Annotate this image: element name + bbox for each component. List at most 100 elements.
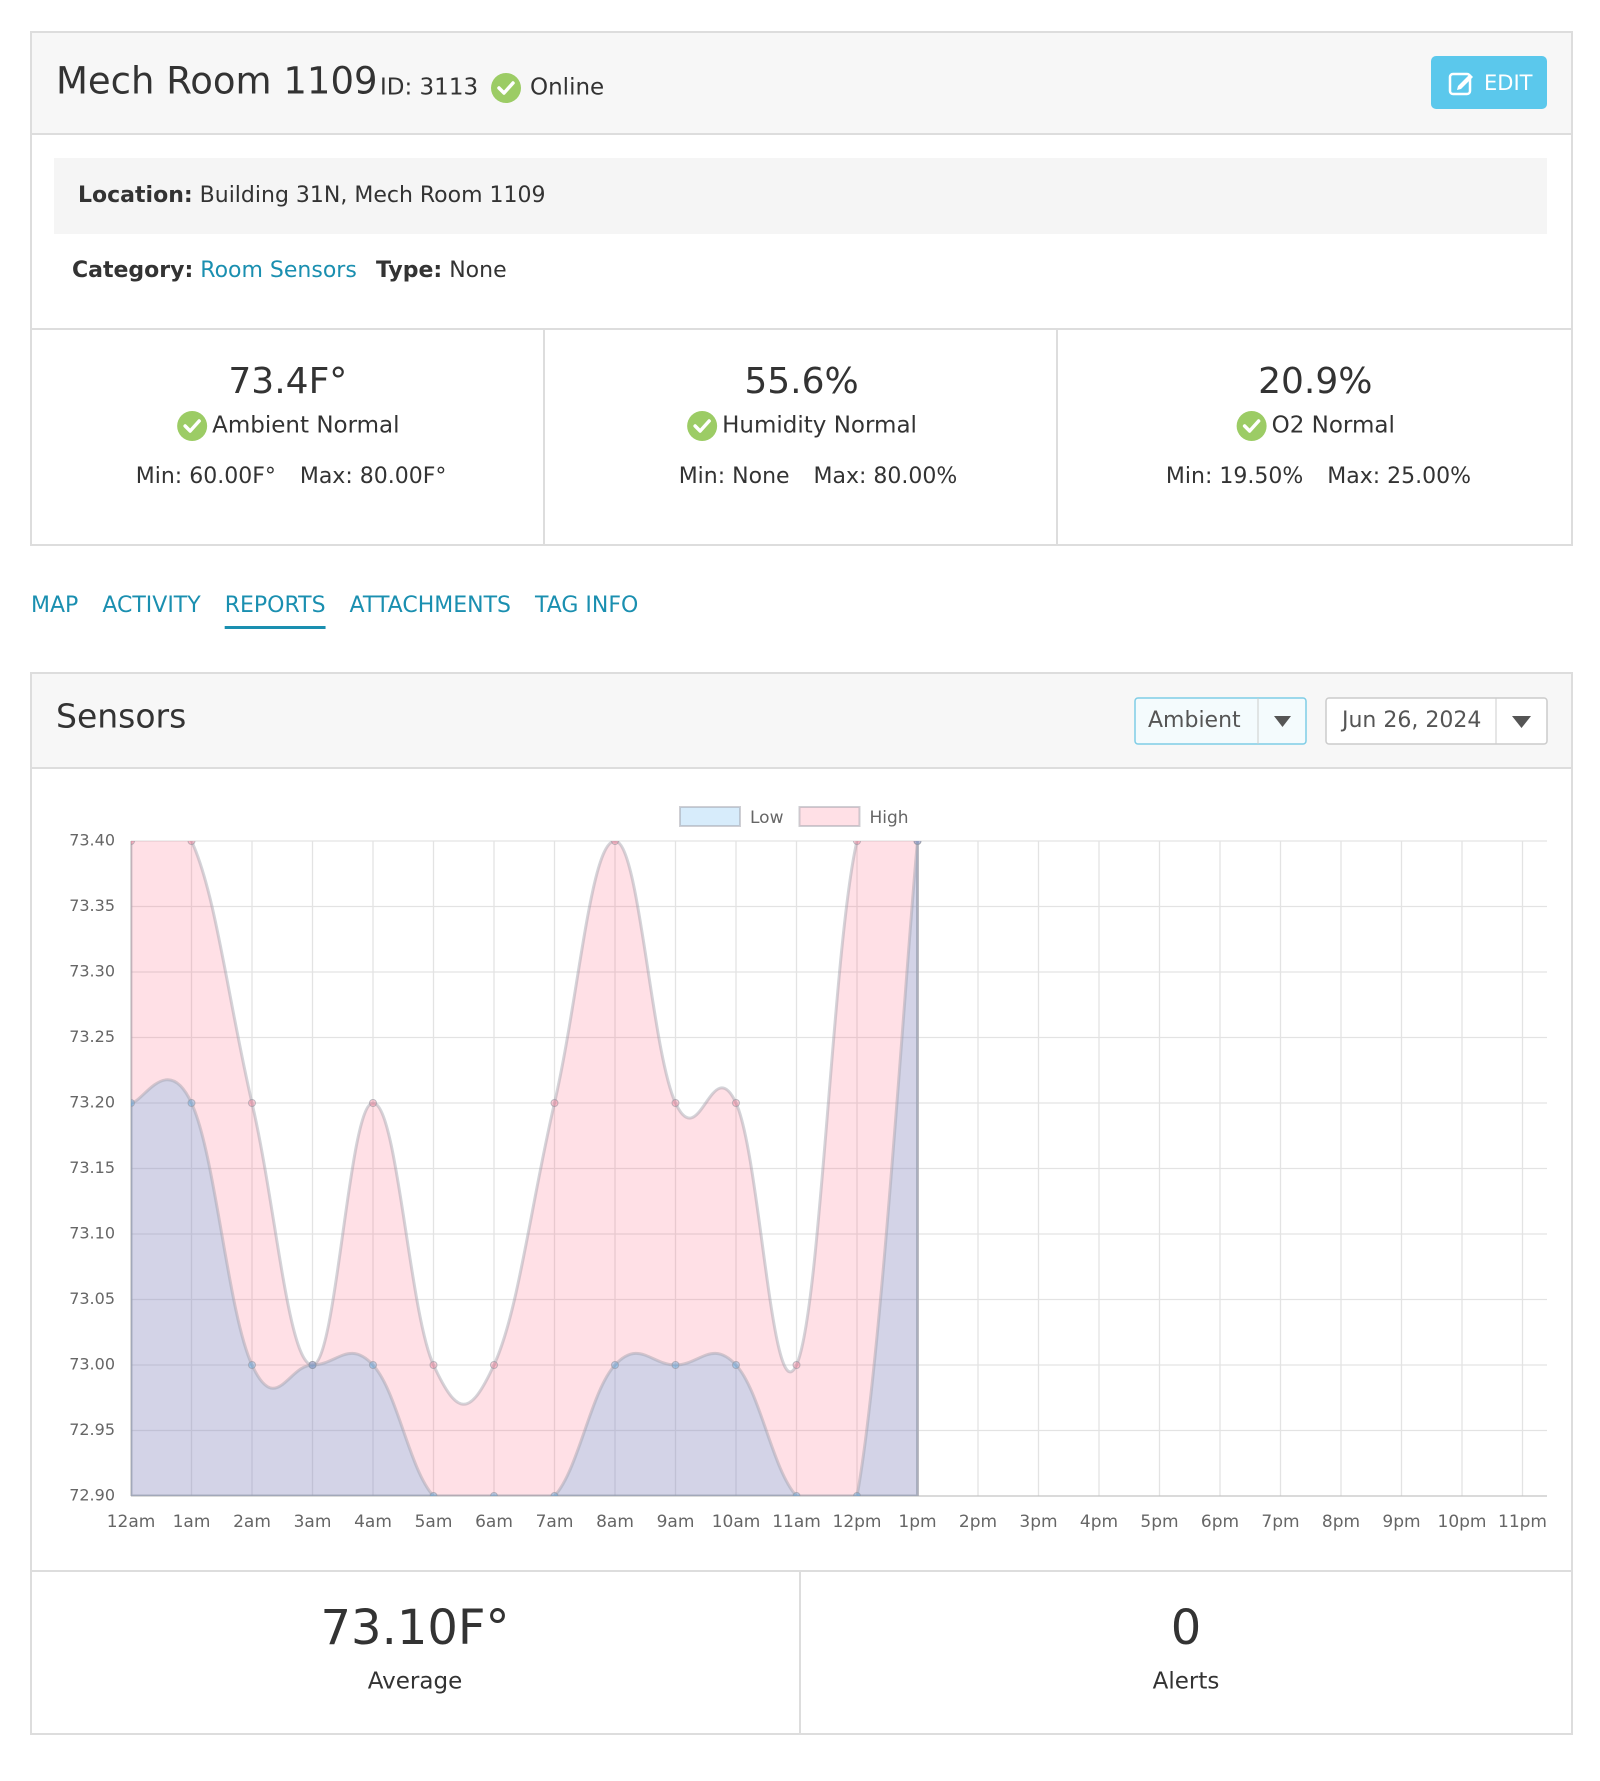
point	[550, 1492, 559, 1496]
status-icon	[1234, 409, 1269, 443]
x-tick-label: 5am	[415, 1512, 453, 1532]
type-label: Type:	[376, 258, 442, 283]
edit-label[interactable]: EDIT	[1484, 71, 1533, 95]
stat-max: Max: 25.00%	[1327, 464, 1471, 489]
y-tick-label: 73.15	[69, 1158, 115, 1177]
y-tick-label: 73.35	[69, 896, 115, 915]
stat-min: Min: None	[679, 464, 790, 489]
x-tick-label: 11am	[772, 1512, 821, 1532]
location: Location: Building 31N, Mech Room 1109	[78, 183, 546, 208]
sensor-dropdown[interactable]	[1134, 697, 1307, 745]
legend-label: High	[869, 808, 908, 828]
point	[853, 841, 861, 845]
x-tick-label: 8am	[596, 1512, 634, 1532]
stat-max: Max: 80.00F°	[300, 464, 447, 489]
x-tick-label: 7am	[536, 1512, 574, 1532]
legend-label: Low	[750, 808, 784, 828]
point	[853, 1492, 861, 1496]
x-tick-label: 1pm	[898, 1512, 936, 1532]
x-tick-label: 2pm	[959, 1512, 997, 1532]
stat-value: 73.4F°	[228, 361, 347, 402]
stat-status: Humidity Normal	[722, 413, 917, 439]
y-tick-label: 73.00	[69, 1355, 115, 1374]
online-icon	[489, 71, 523, 105]
sensors-card	[30, 672, 1573, 1735]
device-id: ID: 3113	[380, 75, 478, 101]
point	[248, 1361, 256, 1369]
sensors-title: Sensors	[56, 697, 186, 736]
stat-max: Max: 80.00%	[814, 464, 958, 489]
edit-icon	[1448, 72, 1473, 96]
x-tick-label: 11pm	[1498, 1512, 1547, 1532]
date-dropdown[interactable]	[1325, 697, 1548, 745]
point	[490, 1361, 498, 1369]
status-icon	[685, 409, 719, 443]
area	[131, 841, 919, 1496]
location-value: Building 31N, Mech Room 1109	[200, 183, 546, 208]
tab[interactable]: ACTIVITY	[102, 593, 201, 618]
point	[611, 1361, 619, 1369]
type: Type: None	[376, 258, 507, 283]
point	[187, 1099, 196, 1107]
location-label: Location:	[78, 183, 193, 208]
date-dropdown-value[interactable]: Jun 26, 2024	[1340, 708, 1481, 733]
summary-value: 73.10F°	[320, 1600, 509, 1656]
x-tick-label: 12pm	[833, 1512, 882, 1532]
point	[550, 1099, 559, 1107]
point	[792, 1492, 801, 1496]
point	[429, 1492, 438, 1496]
category-link[interactable]: Room Sensors	[200, 258, 357, 283]
status-icon	[175, 409, 209, 443]
y-tick-label: 73.30	[69, 962, 115, 981]
point	[913, 841, 922, 845]
card-header	[32, 33, 1571, 134]
tab-underline	[224, 626, 326, 629]
x-tick-label: 10am	[712, 1512, 761, 1532]
y-tick-label: 73.05	[69, 1289, 115, 1308]
point	[187, 841, 196, 845]
dropdown-arrow[interactable]	[1512, 716, 1531, 728]
x-tick-label: 3am	[294, 1512, 332, 1532]
point	[429, 1361, 438, 1369]
sensor-dropdown-value[interactable]: Ambient	[1148, 708, 1241, 733]
tab[interactable]: MAP	[31, 593, 78, 618]
stat-min: Min: 19.50%	[1166, 464, 1303, 489]
x-tick-label: 4am	[354, 1512, 392, 1532]
x-tick-label: 5pm	[1140, 1512, 1178, 1532]
point	[732, 1099, 740, 1107]
y-tick-label: 73.25	[69, 1027, 115, 1046]
summary-label: Alerts	[1153, 1669, 1220, 1695]
stat-value: 20.9%	[1258, 361, 1372, 402]
point	[131, 1099, 135, 1107]
point	[732, 1361, 740, 1369]
tab[interactable]: ATTACHMENTS	[350, 593, 511, 618]
card-header	[32, 674, 1571, 768]
y-tick-label: 72.90	[69, 1486, 115, 1505]
point	[611, 841, 619, 845]
legend-swatch	[798, 806, 861, 827]
point	[369, 1099, 377, 1107]
x-tick-label: 6am	[475, 1512, 513, 1532]
stat-min: Min: 60.00F°	[136, 464, 276, 489]
tab[interactable]: REPORTS	[225, 593, 326, 618]
tab[interactable]: TAG INFO	[534, 593, 638, 618]
point	[369, 1361, 377, 1369]
y-tick-label: 73.20	[69, 1093, 115, 1112]
device-status: Online	[530, 75, 604, 101]
stat-value: 55.6%	[744, 361, 858, 402]
x-tick-label: 1am	[173, 1512, 211, 1532]
series	[131, 841, 922, 1496]
x-tick-label: 4pm	[1080, 1512, 1118, 1532]
point	[490, 1492, 498, 1496]
x-tick-label: 12am	[107, 1512, 156, 1532]
y-tick-label: 73.10	[69, 1224, 115, 1243]
area	[131, 841, 919, 1496]
device-title: Mech Room 1109	[56, 60, 378, 103]
edit-button[interactable]	[1431, 56, 1547, 109]
location-box	[54, 158, 1547, 234]
x-tick-label: 6pm	[1201, 1512, 1239, 1532]
point	[671, 1361, 680, 1369]
dropdown-arrow[interactable]	[1274, 716, 1291, 727]
